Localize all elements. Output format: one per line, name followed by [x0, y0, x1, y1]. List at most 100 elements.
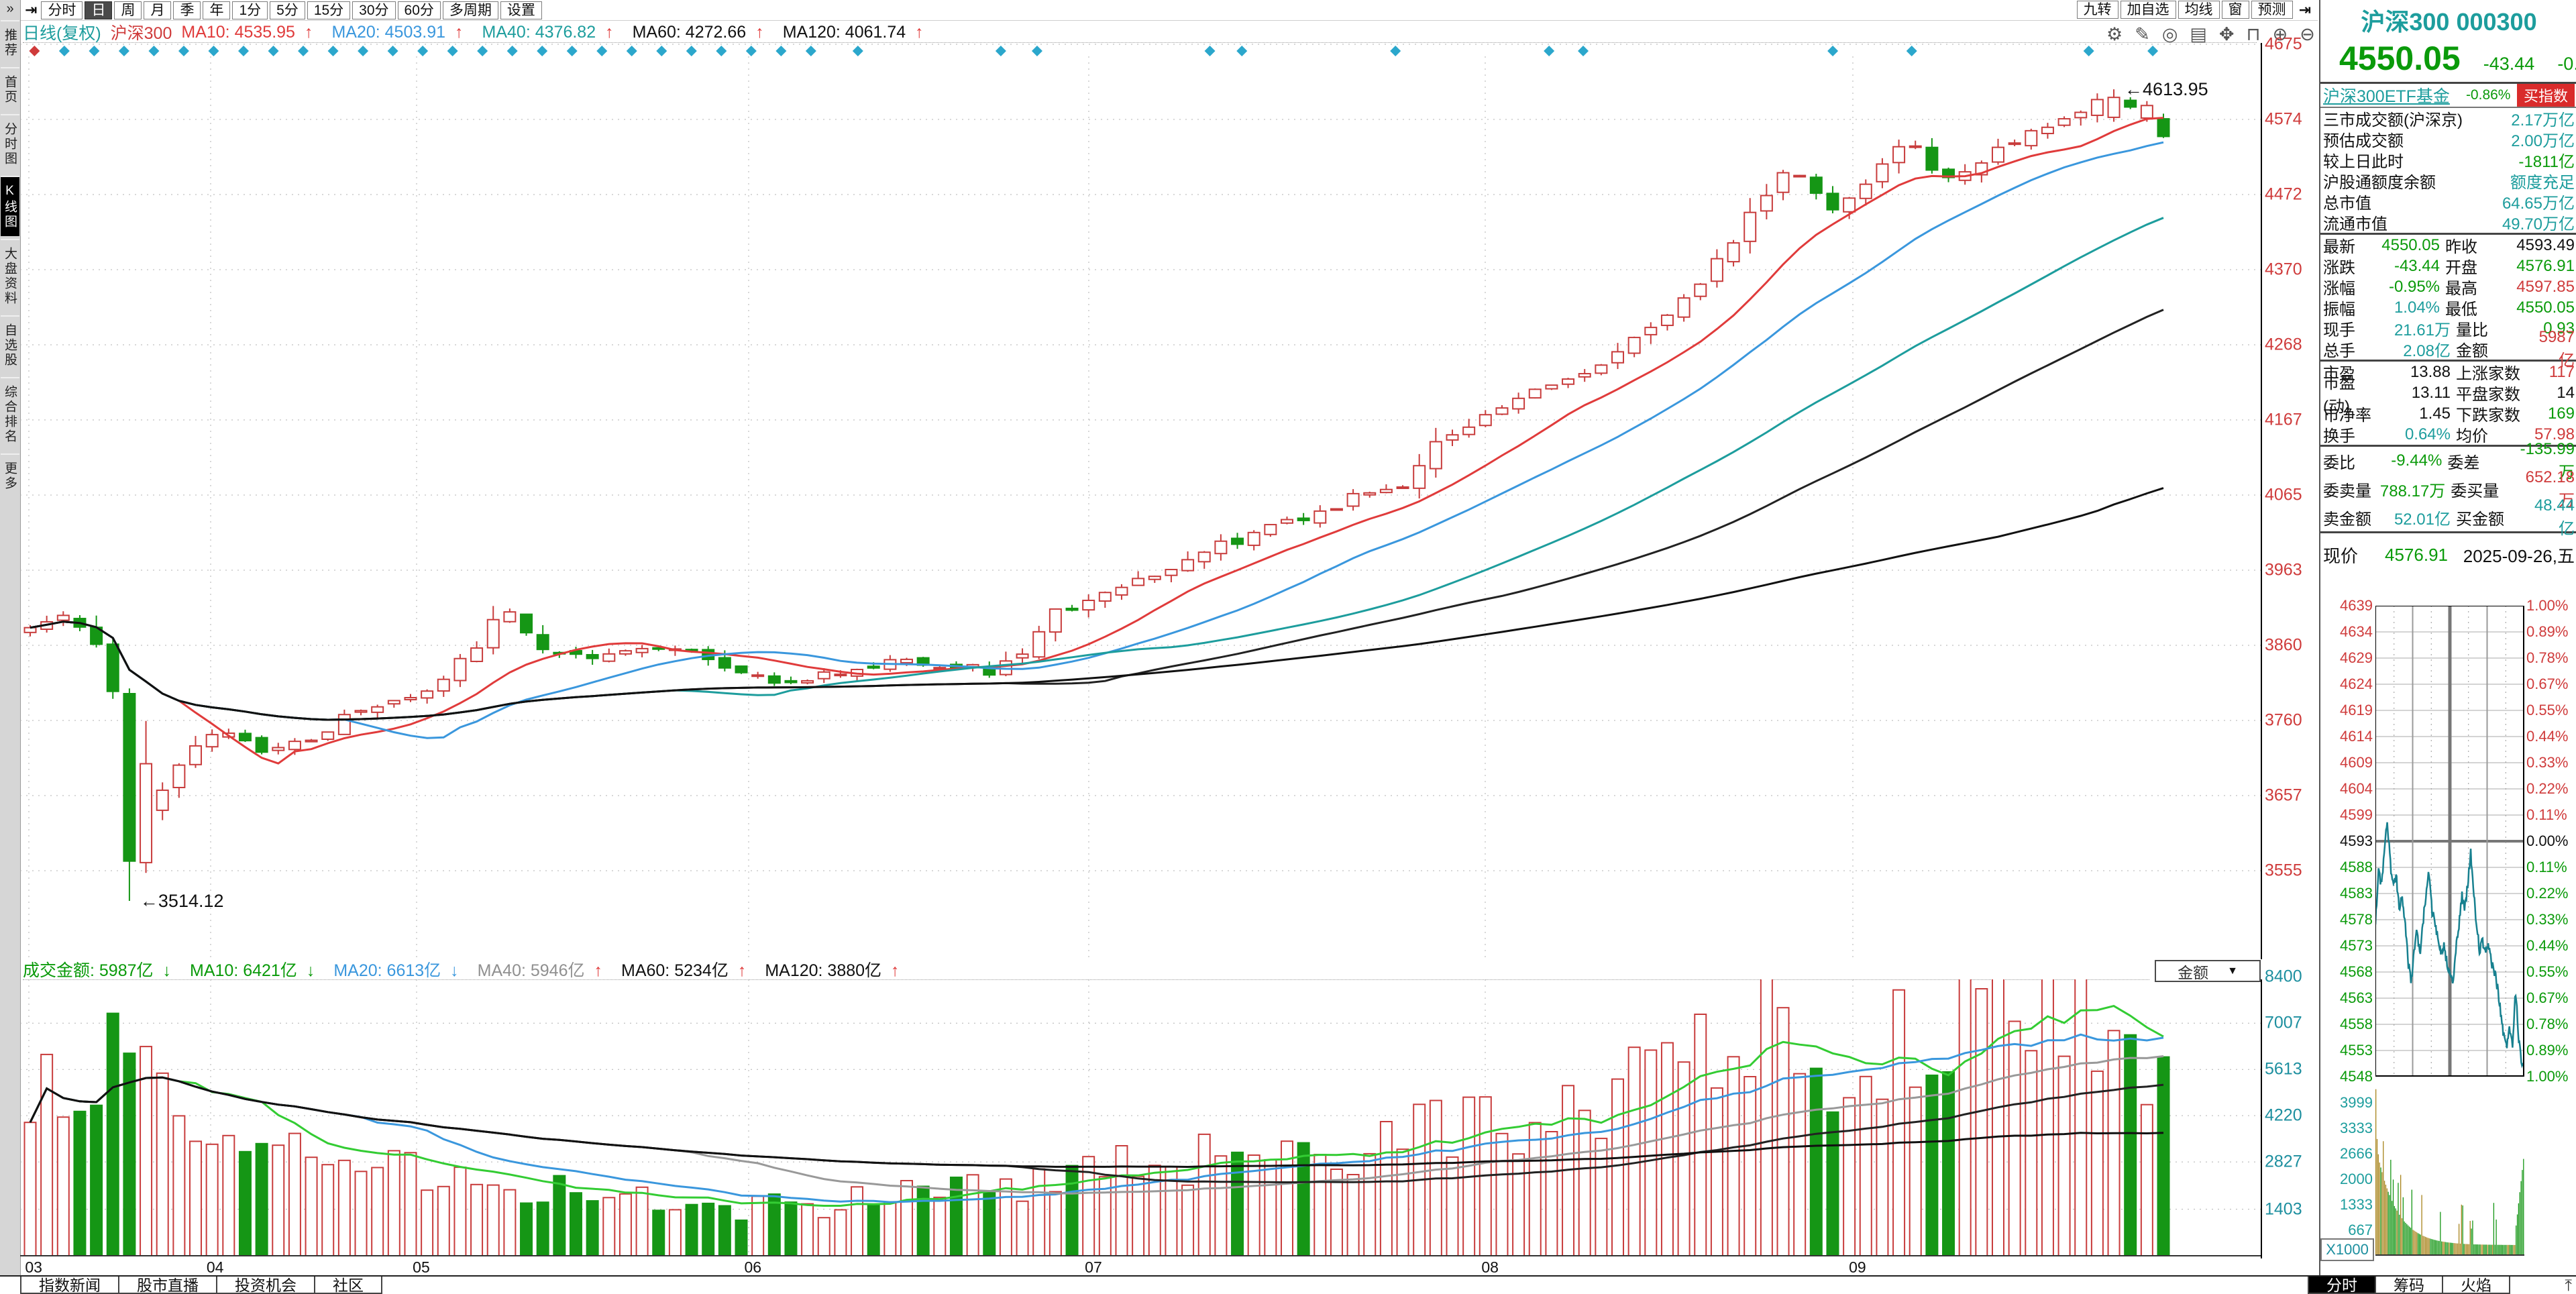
quote-row: 委卖量 788.17万 委买量 652.18万: [2320, 468, 2576, 510]
sidebar-item-首页[interactable]: 首页: [1, 67, 19, 111]
legend-item: MA20: 6613亿 ↓: [333, 961, 468, 980]
sidebar-item-更多[interactable]: 更多: [1, 453, 19, 498]
mini-tab-火焰[interactable]: 火焰: [2443, 1277, 2510, 1294]
kline-chart[interactable]: ←3514.12 ←4613.95: [20, 43, 2262, 959]
mini-price-tick: 4604: [2340, 780, 2373, 797]
legend-item-text: MA10: 6421亿: [190, 961, 297, 980]
mini-tab-筹码[interactable]: 筹码: [2376, 1277, 2443, 1294]
toolbar-button-窗[interactable]: 窗: [2221, 1, 2249, 19]
toolbar-button-九转[interactable]: 九转: [2076, 1, 2118, 19]
bottom-tab-社区[interactable]: 社区: [315, 1277, 382, 1294]
trend-arrow-icon: ↑: [891, 961, 900, 980]
intraday-mini-chart[interactable]: [2375, 606, 2524, 1077]
volume-chart[interactable]: [20, 979, 2262, 1258]
mini-price-tick: 4588: [2340, 859, 2373, 875]
period-button-设置[interactable]: 设置: [500, 1, 542, 19]
legend-item-text: MA20: 6613亿: [333, 961, 441, 980]
info-row: 三市成交额(沪深京) 2.17万亿: [2320, 108, 2576, 129]
gear-icon[interactable]: ⚙: [2106, 24, 2135, 44]
period-toolbar: ⇥ 分时日周月季年 1分 5分 15分 30分 60分 多周期 设置 九转 加自选 均线窗预测 ⇥: [21, 0, 2318, 21]
quote-value: -0.95%: [2388, 277, 2440, 296]
intraday-volume-chart[interactable]: [2375, 1077, 2524, 1256]
quote-value: 4597.85: [2516, 277, 2575, 296]
period-button-60分[interactable]: 60分: [397, 1, 441, 19]
date-axis-tick: 04: [206, 1258, 224, 1276]
scroll-top-icon[interactable]: ⤒: [2565, 1277, 2572, 1294]
info-value: 额度充足: [2510, 174, 2575, 192]
price-change-pct: -0.95%: [2557, 54, 2576, 74]
pen-icon[interactable]: ✎: [2135, 24, 2162, 44]
period-button-30分[interactable]: 30分: [352, 1, 396, 19]
bottom-tab-指数新闻[interactable]: 指数新闻: [20, 1277, 119, 1294]
sidebar-collapse-icon[interactable]: »: [6, 1, 14, 16]
kline-symbol-label: 沪深300: [110, 24, 172, 43]
dropdown-value: 金额: [2178, 963, 2209, 981]
quote-value: -43.44: [2394, 256, 2440, 275]
sidebar-item-大盘资料[interactable]: 大盘资料: [1, 239, 19, 313]
quote-row: 委比 -9.44% 委差 -135.99万: [2320, 440, 2576, 482]
quote-label: 昨收: [2445, 238, 2478, 256]
period-button-月[interactable]: 月: [144, 1, 172, 19]
etf-link[interactable]: 沪深300ETF基金: [2323, 87, 2450, 106]
period-button-多周期[interactable]: 多周期: [442, 1, 498, 19]
eye-icon[interactable]: ◎: [2161, 24, 2190, 44]
quote-value: 4550.05: [2381, 235, 2440, 254]
price-axis-tick: 3555: [2265, 861, 2302, 880]
period-button-季[interactable]: 季: [173, 1, 201, 19]
info-row: 预估成交额 2.00万亿: [2320, 129, 2576, 150]
zoom-out-icon[interactable]: ⊖: [2300, 24, 2327, 44]
sidebar-item-分时图[interactable]: 分时图: [1, 114, 19, 173]
mini-price-tick: 4614: [2340, 728, 2373, 745]
quote-value: 52.01亿: [2394, 510, 2451, 529]
mini-percent-tick: 0.67%: [2526, 989, 2569, 1006]
quote-value: 1.45: [2419, 404, 2451, 423]
quote-label: 金额: [2456, 342, 2488, 360]
quote-value: 57.98: [2534, 425, 2575, 443]
period-button-分时[interactable]: 分时: [41, 1, 83, 19]
period-button-1分[interactable]: 1分: [232, 1, 268, 19]
hand-icon[interactable]: ✥: [2218, 24, 2247, 44]
sidebar-item-K线图[interactable]: K线图: [1, 176, 19, 236]
mini-percent-tick: 0.33%: [2526, 911, 2569, 928]
toolbar-pin-icon[interactable]: ⇥: [25, 1, 38, 18]
period-button-日[interactable]: 日: [85, 1, 113, 19]
zoom-in-icon[interactable]: ⊕: [2272, 24, 2300, 44]
period-button-5分[interactable]: 5分: [270, 1, 305, 19]
quote-value: 4550.05: [2516, 298, 2575, 317]
period-button-15分[interactable]: 15分: [307, 1, 351, 19]
mini-volume-tick: 667: [2348, 1221, 2373, 1238]
mini-percent-tick: 0.55%: [2526, 963, 2569, 980]
quote-row: 市盈(动) 13.11 平盘家数 14: [2320, 374, 2576, 416]
period-button-年[interactable]: 年: [203, 1, 231, 19]
left-sidebar: » 推荐 首页分时图 K线图大盘资料自选股综合排名更多: [0, 0, 21, 1294]
quote-row: 最新 4550.05 昨收 4593.49: [2320, 235, 2576, 257]
lock-icon[interactable]: ⊓: [2246, 24, 2273, 44]
buy-index-button[interactable]: 买指数: [2516, 84, 2575, 107]
quote-row: 卖金额 52.01亿 买金额 48.44亿: [2320, 496, 2576, 538]
sidebar-item-推荐[interactable]: 推荐: [1, 20, 19, 64]
kline-style-label: 日线(复权): [23, 24, 101, 43]
sidebar-item-综合排名[interactable]: 综合排名: [1, 377, 19, 451]
bottom-tab-股市直播[interactable]: 股市直播: [119, 1277, 217, 1294]
mini-percent-tick: 1.00%: [2526, 1068, 2569, 1085]
quote-value: 1.04%: [2394, 298, 2440, 317]
palette-icon[interactable]: ▤: [2190, 24, 2219, 44]
toolbar-button-均线[interactable]: 均线: [2178, 1, 2220, 19]
mini-volume-tick: 2666: [2340, 1144, 2373, 1162]
date-axis-tick: 05: [413, 1258, 430, 1276]
toolbar-button-预测[interactable]: 预测: [2251, 1, 2293, 19]
price-axis-tick: 4574: [2265, 109, 2302, 129]
mini-price-tick: 4553: [2340, 1042, 2373, 1059]
legend-item: MA60: 5234亿 ↑: [621, 961, 755, 980]
volume-legend: 成交金额: 5987亿 ↓ MA10: 6421亿 ↓ MA20: 6613亿 ↓ MA40…: [23, 959, 2149, 980]
mini-tab-分时[interactable]: 分时: [2308, 1277, 2376, 1294]
price-axis-tick: 3860: [2265, 635, 2302, 655]
toolbar-pin-right-icon[interactable]: ⇥: [2298, 1, 2311, 18]
volume-indicator-dropdown[interactable]: 金额 ▼: [2155, 960, 2261, 982]
date-axis-tick: 06: [744, 1258, 762, 1276]
toolbar-button-加自选[interactable]: 加自选: [2120, 1, 2176, 19]
sidebar-item-自选股[interactable]: 自选股: [1, 315, 19, 374]
bottom-tab-投资机会[interactable]: 投资机会: [217, 1277, 315, 1294]
period-button-周[interactable]: 周: [114, 1, 142, 19]
quote-value: -9.44%: [2391, 451, 2443, 470]
